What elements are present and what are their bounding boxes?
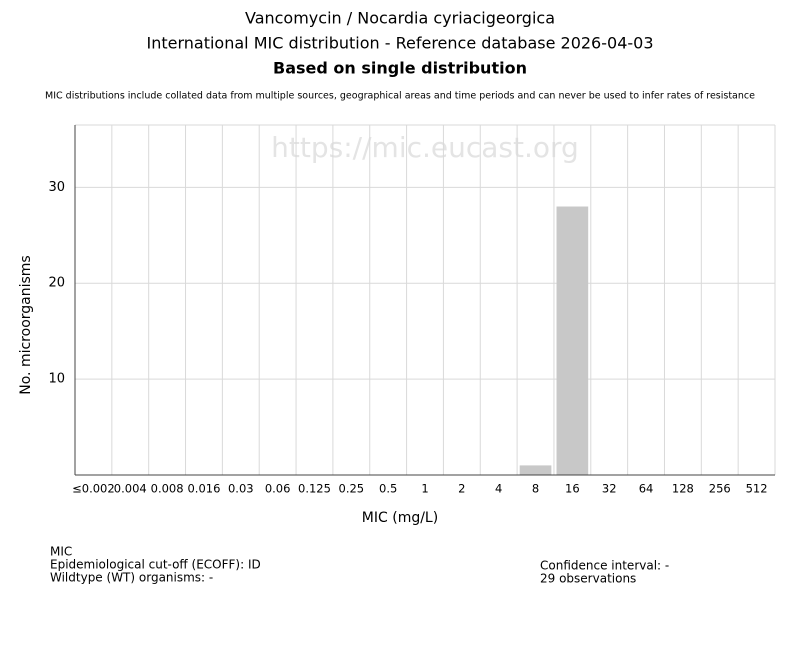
chart-heading: Based on single distribution — [273, 59, 527, 78]
info-line: Wildtype (WT) organisms: - — [50, 571, 213, 585]
info-line: 29 observations — [540, 572, 636, 586]
x-tick-label: 0.5 — [379, 482, 397, 496]
x-tick-label: 0.008 — [151, 482, 184, 496]
chart-title: Vancomycin / Nocardia cyriacigeorgica — [245, 9, 555, 28]
x-tick-label: 4 — [495, 482, 502, 496]
x-tick-label: 0.016 — [187, 482, 220, 496]
y-tick-label: 20 — [48, 276, 65, 291]
x-tick-label: 0.25 — [339, 482, 365, 496]
y-tick-label: 10 — [48, 372, 65, 387]
watermark: https://mic.eucast.org — [271, 131, 579, 164]
x-tick-label: 8 — [532, 482, 539, 496]
x-tick-label: 16 — [565, 482, 580, 496]
x-tick-label: 0.125 — [298, 482, 331, 496]
x-tick-label: 0.06 — [265, 482, 291, 496]
x-tick-label: 1 — [421, 482, 428, 496]
bar — [519, 465, 552, 475]
chart-note: MIC distributions include collated data … — [45, 91, 755, 102]
x-tick-label: 64 — [639, 482, 654, 496]
x-axis-label: MIC (mg/L) — [362, 510, 438, 526]
bar — [556, 206, 589, 476]
x-tick-label: 256 — [709, 482, 731, 496]
chart-subtitle: International MIC distribution - Referen… — [146, 34, 653, 53]
info-line: Confidence interval: - — [540, 559, 669, 573]
x-tick-label: 0.03 — [228, 482, 254, 496]
info-line: Epidemiological cut-off (ECOFF): ID — [50, 558, 261, 572]
x-tick-label: 2 — [458, 482, 465, 496]
info-line: MIC — [50, 545, 72, 559]
x-tick-label: 0.004 — [114, 482, 147, 496]
y-tick-label: 30 — [48, 180, 65, 195]
x-tick-label: 32 — [602, 482, 617, 496]
x-tick-label: 512 — [746, 482, 768, 496]
x-tick-label: ≤0.002 — [72, 482, 115, 496]
x-tick-label: 128 — [672, 482, 694, 496]
y-axis-label: No. microorganisms — [18, 255, 34, 394]
